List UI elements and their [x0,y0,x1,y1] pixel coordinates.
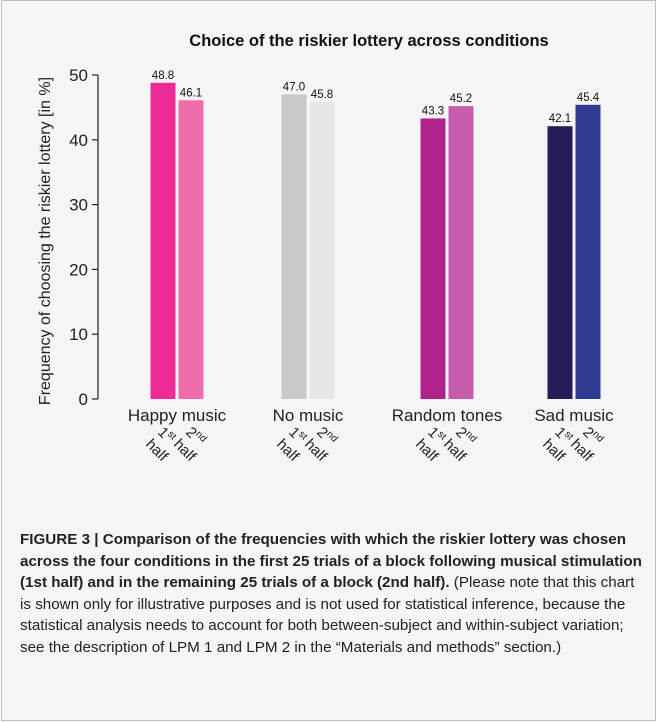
half-label-word: half [567,436,597,466]
half-label-superscript: nd [590,429,606,445]
y-tick-label: 20 [69,260,88,279]
bar [575,104,601,400]
bar-value-label: 47.0 [283,81,305,93]
bar-chart: Choice of the riskier lottery across con… [37,32,614,466]
half-label-superscript: nd [193,429,209,445]
category-label: No music [273,406,344,425]
half-label-word: half [440,436,470,466]
bar [547,126,573,399]
bar-value-label: 43.3 [422,105,444,117]
bar-value-label: 45.4 [577,92,600,104]
y-tick-label: 0 [79,390,88,409]
bar-value-label: 45.2 [450,93,472,105]
half-label-word: half [273,436,303,466]
category-label: Happy music [128,406,227,425]
bars-group: 48.8 46.1 47.0 45.8 43.3 45.2 42.1 45.4 [150,70,601,400]
y-tick-label: 10 [69,325,88,344]
category-label: Sad music [534,406,614,425]
chart-title: Choice of the riskier lottery across con… [189,32,548,50]
y-axis: 0 10 20 30 40 50 [69,66,99,409]
bar [178,100,204,399]
bar-value-label: 45.8 [311,89,333,101]
category-label: Random tones [392,406,503,425]
half-label-word: half [301,436,331,466]
bar-value-label: 42.1 [549,113,571,125]
half-label-word: half [142,436,172,466]
bar [309,102,335,399]
half-label-word: half [412,436,442,466]
half-label-superscript: nd [463,429,479,445]
half-label-word: half [539,436,569,466]
y-tick-label: 50 [69,66,88,85]
caption-bold: FIGURE 3 | Comparison of the frequencies… [20,531,642,592]
bar-value-label: 46.1 [180,87,202,99]
bar-value-label: 48.8 [152,70,174,82]
half-label-superscript: nd [324,429,340,445]
bar [150,82,176,399]
figure-caption: FIGURE 3 | Comparison of the frequencies… [20,529,642,659]
bar [420,118,446,399]
y-axis-label: Frequency of choosing the riskier lotter… [37,77,54,405]
y-tick-label: 40 [69,131,88,150]
caption-rest: (Please note that this chart is shown on… [20,574,635,656]
bar [281,94,307,399]
bar [448,106,474,399]
half-label-word: half [170,436,200,466]
y-tick-label: 30 [69,196,88,215]
